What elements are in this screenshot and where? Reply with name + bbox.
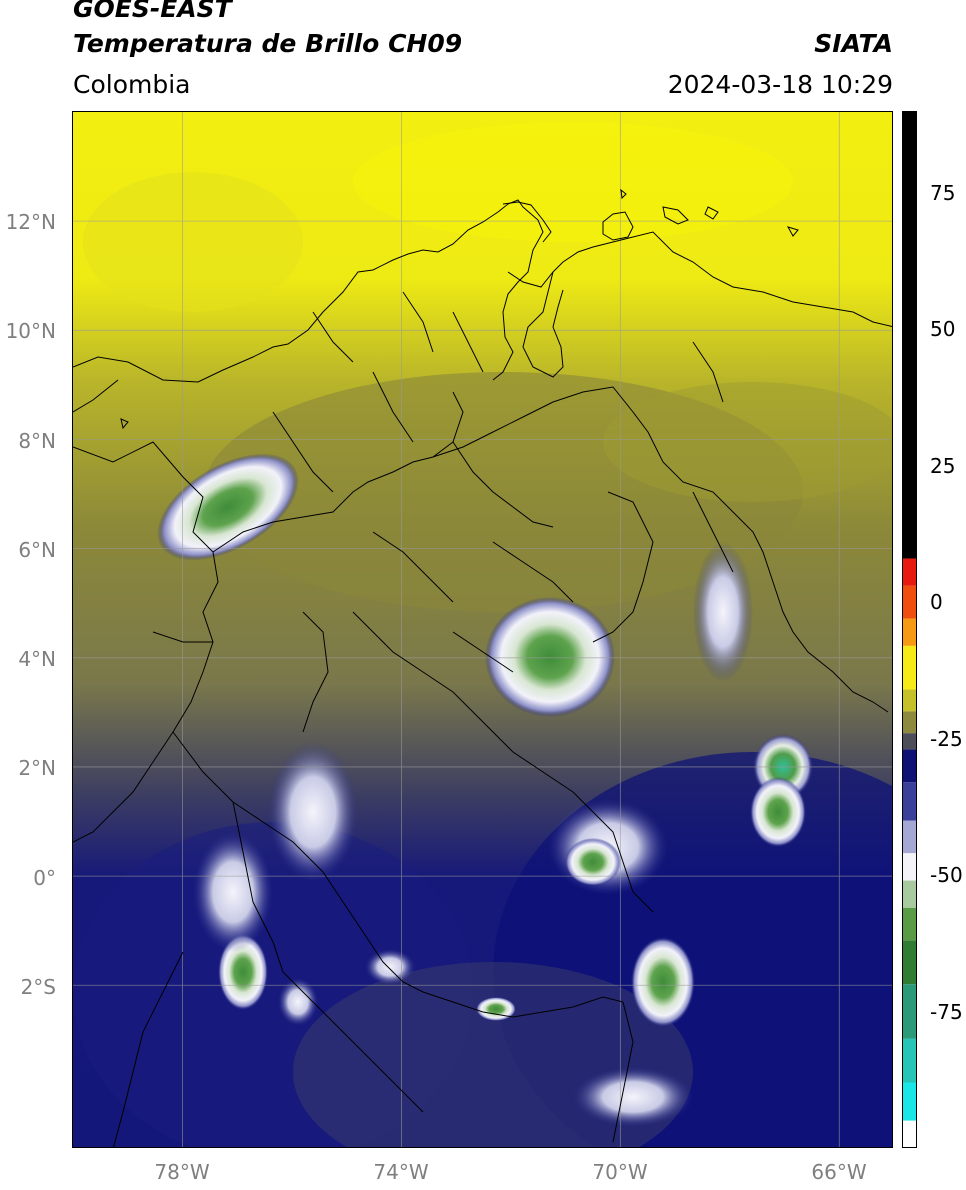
colorbar-tick: 50 [930, 317, 956, 342]
colorbar-segment [902, 820, 917, 854]
lat-tick: 4°N [18, 647, 56, 671]
datetime-label: 2024-03-18 10:29 [667, 70, 893, 99]
colorbar [902, 111, 917, 1148]
colorbar-segment [902, 880, 917, 908]
colorbar-tick: -50 [930, 863, 963, 888]
product-title: Temperatura de Brillo CH09 [73, 29, 463, 58]
lat-tick: 2°S [20, 975, 56, 999]
lon-tick: 78°W [154, 1160, 210, 1184]
colorbar-segment [902, 645, 917, 690]
lat-tick: 6°N [18, 538, 56, 562]
satellite-title: GOES-EAST [73, 0, 232, 23]
colorbar-tick: 25 [930, 453, 956, 478]
lon-tick: 66°W [811, 1160, 867, 1184]
lat-tick: 8°N [18, 429, 56, 453]
lat-tick: 10°N [5, 319, 56, 343]
colorbar-segment [902, 1038, 917, 1083]
colorbar-segment [902, 984, 917, 1039]
colorbar-segment [902, 907, 917, 941]
borders [73, 199, 892, 1147]
colorbar-segment [902, 1082, 917, 1121]
islands [120, 188, 799, 430]
colorbar-segment [902, 618, 917, 646]
colorbar-frame [902, 111, 917, 1148]
colorbar-segment [902, 1120, 917, 1148]
colorbar-tick: 75 [930, 180, 956, 205]
lat-tick: 2°N [18, 756, 56, 780]
colorbar-segment [902, 749, 917, 783]
colorbar-tick: -25 [930, 726, 963, 751]
agency-label: SIATA [814, 29, 893, 58]
lon-tick: 70°W [592, 1160, 648, 1184]
colorbar-segment [902, 853, 917, 881]
colorbar-segment [902, 558, 917, 586]
colorbar-segment [902, 733, 917, 750]
colorbar-segment [902, 585, 917, 619]
colorbar-segment [902, 782, 917, 821]
colorbar-tick: -75 [930, 999, 963, 1024]
map-canvas [73, 112, 892, 1147]
grid-lines [73, 112, 892, 1147]
colorbar-segment [902, 940, 917, 985]
colorbar-segment [902, 111, 917, 559]
colorbar-tick: 0 [930, 590, 943, 615]
colorbar-segment [902, 689, 917, 712]
lat-tick: 0° [33, 866, 56, 890]
region-label: Colombia [73, 70, 191, 99]
lon-tick: 74°W [373, 1160, 429, 1184]
colorbar-segment [902, 711, 917, 734]
lat-tick: 12°N [5, 210, 56, 234]
satellite-map [72, 111, 893, 1148]
